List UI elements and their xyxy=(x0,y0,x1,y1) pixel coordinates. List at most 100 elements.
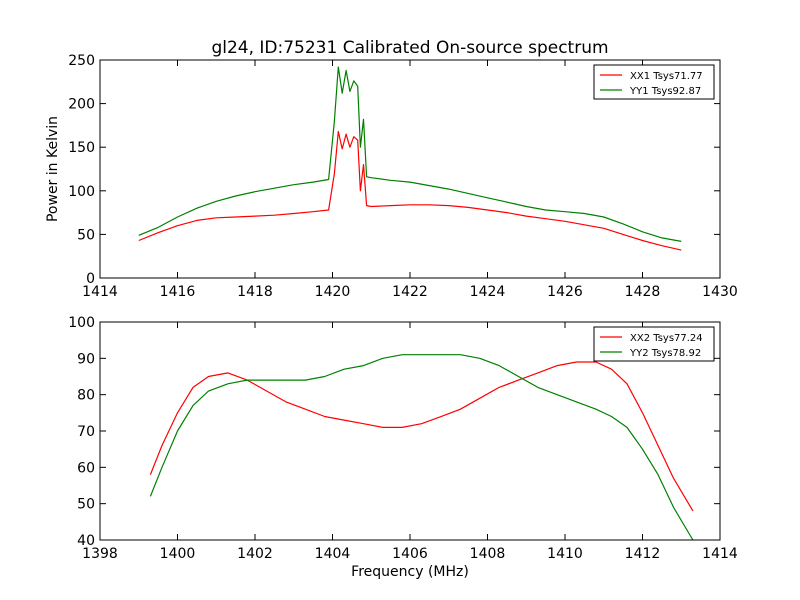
top-series-2-point xyxy=(338,66,339,67)
top-series-1-point xyxy=(661,245,662,246)
top-series-2-point xyxy=(448,189,449,190)
top-series-1-point xyxy=(313,211,314,212)
top-series-1-point xyxy=(390,205,391,206)
bottom-series-2-point xyxy=(518,376,519,377)
bottom-ticks-layer: 1398 1400 1402 1404 1406 1408 1410 1412 1414 40 50… xyxy=(68,315,738,562)
top-series-2-point xyxy=(328,179,329,180)
bottom-series-1-point xyxy=(557,365,558,366)
top-series-2-point xyxy=(603,216,604,217)
top-series-2-point xyxy=(623,223,624,224)
top-series-1-point xyxy=(216,217,217,218)
top-series-2-point xyxy=(363,119,364,120)
bottom-series-2-point xyxy=(642,449,643,450)
bottom-y-tick-label: 100 xyxy=(68,315,95,331)
top-series-1-point xyxy=(338,131,339,132)
bottom-x-tick-label: 1408 xyxy=(470,546,506,562)
bottom-series-1-point xyxy=(421,423,422,424)
bottom-series-2-point xyxy=(479,358,480,359)
top-series-1-point xyxy=(448,205,449,206)
top-series-1-point xyxy=(545,218,546,219)
bottom-series-1-point xyxy=(192,387,193,388)
top-series-1-point xyxy=(138,240,139,241)
bottom-series-2-point xyxy=(266,380,267,381)
top-series-2-point xyxy=(177,216,178,217)
top-series-layer xyxy=(138,66,682,251)
bottom-y-tick-label: 40 xyxy=(77,533,95,549)
bottom-series-1-point xyxy=(692,510,693,511)
bottom-y-tick-label: 70 xyxy=(77,424,95,440)
bottom-series-2-point xyxy=(324,376,325,377)
bottom-series-2-point xyxy=(382,358,383,359)
top-series-1-point xyxy=(564,221,565,222)
bottom-series-2-point xyxy=(285,380,286,381)
top-series-2-point xyxy=(334,120,335,121)
top-series-2-point xyxy=(584,213,585,214)
top-x-tick-label: 1430 xyxy=(702,284,738,300)
bottom-x-axis-label: Frequency (MHz) xyxy=(351,564,469,580)
top-series-1-point xyxy=(371,206,372,207)
bottom-series-1-point xyxy=(344,420,345,421)
bottom-series-2-point xyxy=(576,401,577,402)
bottom-series-2-point xyxy=(192,405,193,406)
bottom-x-tick-label: 1402 xyxy=(237,546,273,562)
top-series-2-point xyxy=(138,235,139,236)
top-series-1-point xyxy=(360,190,361,191)
bottom-series-1-point xyxy=(227,372,228,373)
bottom-x-tick-label: 1404 xyxy=(315,546,351,562)
top-series-2-point xyxy=(357,86,358,87)
top-series-2-point xyxy=(235,195,236,196)
top-series-1-point xyxy=(328,209,329,210)
top-series-1-point xyxy=(363,164,364,165)
top-series-2-point xyxy=(349,91,350,92)
top-x-tick-label: 1422 xyxy=(392,284,428,300)
top-x-tick-label: 1426 xyxy=(547,284,583,300)
bottom-series-2-point xyxy=(440,354,441,355)
bottom-series-1-point xyxy=(611,369,612,370)
top-ticks-layer: 1414 1416 1418 1420 1422 1424 1426 1428 1430 0 50 1… xyxy=(68,53,738,300)
bottom-series-2-point xyxy=(595,409,596,410)
top-series-2-point xyxy=(313,182,314,183)
bottom-series-2-point xyxy=(305,380,306,381)
bottom-series-1-point xyxy=(673,478,674,479)
bottom-legend-box xyxy=(593,326,715,362)
top-series-2-point xyxy=(216,201,217,202)
top-y-tick-label: 150 xyxy=(68,140,95,156)
bottom-series-2-point xyxy=(227,383,228,384)
top-series-2-point xyxy=(293,184,294,185)
bottom-series-2-point xyxy=(537,387,538,388)
top-y-axis-label: Power in Kelvin xyxy=(45,116,61,222)
bottom-series-2-point xyxy=(177,430,178,431)
top-series-2-point xyxy=(545,209,546,210)
top-series-1-point xyxy=(642,240,643,241)
bottom-series-line-1 xyxy=(149,361,694,512)
top-legend-label: XX1 Tsys71.77 xyxy=(630,71,703,82)
top-series-1-point xyxy=(177,225,178,226)
bottom-series-1-point xyxy=(266,390,267,391)
top-series-2-point xyxy=(526,206,527,207)
top-series-2-point xyxy=(158,227,159,228)
bottom-series-2-point xyxy=(657,474,658,475)
bottom-series-1-point xyxy=(285,401,286,402)
top-series-2-point xyxy=(346,70,347,71)
top-y-tick-label: 0 xyxy=(86,271,95,287)
bottom-series-line-2 xyxy=(149,354,694,541)
top-series-1-point xyxy=(366,205,367,206)
bottom-series-1-point xyxy=(595,361,596,362)
bottom-series-2-point xyxy=(626,427,627,428)
bottom-series-1-point xyxy=(657,445,658,446)
top-series-2-point xyxy=(390,180,391,181)
top-series-1-point xyxy=(506,212,507,213)
top-series-1-point xyxy=(603,228,604,229)
bottom-series-1-point xyxy=(626,383,627,384)
top-series-2-point xyxy=(564,211,565,212)
top-series-2-point xyxy=(360,147,361,148)
bottom-series-1-point xyxy=(576,361,577,362)
top-series-2-point xyxy=(371,177,372,178)
top-series-1-point xyxy=(429,204,430,205)
top-series-2-point xyxy=(429,185,430,186)
top-x-tick-label: 1418 xyxy=(237,284,273,300)
bottom-series-layer xyxy=(149,354,694,541)
bottom-series-1-point xyxy=(518,380,519,381)
